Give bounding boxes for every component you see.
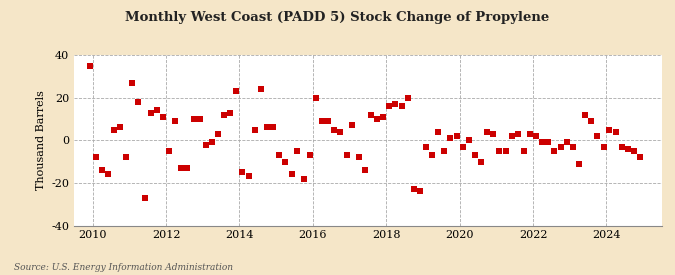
Point	[90, 155, 101, 160]
Point	[378, 115, 389, 119]
Point	[610, 130, 621, 134]
Point	[225, 110, 236, 115]
Point	[329, 127, 340, 132]
Point	[470, 153, 481, 157]
Point	[207, 140, 217, 145]
Point	[145, 110, 156, 115]
Point	[103, 172, 113, 177]
Point	[586, 119, 597, 123]
Point	[494, 149, 505, 153]
Point	[616, 144, 627, 149]
Point	[452, 134, 462, 138]
Point	[194, 117, 205, 121]
Point	[121, 155, 132, 160]
Point	[543, 140, 554, 145]
Point	[341, 153, 352, 157]
Text: Monthly West Coast (PADD 5) Stock Change of Propylene: Monthly West Coast (PADD 5) Stock Change…	[126, 11, 549, 24]
Point	[219, 112, 230, 117]
Point	[396, 104, 407, 108]
Point	[298, 177, 309, 181]
Point	[243, 174, 254, 179]
Point	[213, 132, 223, 136]
Point	[421, 144, 431, 149]
Point	[84, 64, 95, 68]
Point	[414, 189, 425, 194]
Point	[567, 144, 578, 149]
Point	[408, 187, 419, 191]
Point	[261, 125, 272, 130]
Point	[97, 168, 107, 172]
Point	[163, 149, 174, 153]
Point	[562, 140, 572, 145]
Point	[139, 196, 150, 200]
Point	[255, 87, 266, 91]
Point	[317, 119, 327, 123]
Point	[518, 149, 529, 153]
Point	[604, 127, 615, 132]
Point	[237, 170, 248, 174]
Point	[475, 160, 486, 164]
Point	[598, 144, 609, 149]
Point	[360, 168, 371, 172]
Point	[488, 132, 499, 136]
Point	[555, 144, 566, 149]
Point	[390, 102, 401, 106]
Point	[127, 81, 138, 85]
Point	[482, 130, 493, 134]
Point	[464, 138, 475, 142]
Point	[531, 134, 541, 138]
Point	[304, 153, 315, 157]
Point	[176, 166, 187, 170]
Point	[537, 140, 547, 145]
Y-axis label: Thousand Barrels: Thousand Barrels	[36, 90, 46, 190]
Point	[323, 119, 333, 123]
Point	[133, 100, 144, 104]
Point	[592, 134, 603, 138]
Point	[170, 119, 181, 123]
Point	[231, 89, 242, 94]
Point	[506, 134, 517, 138]
Point	[634, 155, 645, 160]
Point	[310, 95, 321, 100]
Point	[580, 112, 591, 117]
Point	[182, 166, 192, 170]
Point	[280, 160, 291, 164]
Point	[347, 123, 358, 128]
Point	[512, 132, 523, 136]
Point	[445, 136, 456, 140]
Point	[365, 112, 376, 117]
Text: Source: U.S. Energy Information Administration: Source: U.S. Energy Information Administ…	[14, 263, 232, 272]
Point	[549, 149, 560, 153]
Point	[622, 147, 633, 151]
Point	[439, 149, 450, 153]
Point	[115, 125, 126, 130]
Point	[384, 104, 395, 108]
Point	[273, 153, 284, 157]
Point	[268, 125, 279, 130]
Point	[188, 117, 199, 121]
Point	[353, 155, 364, 160]
Point	[109, 127, 119, 132]
Point	[335, 130, 346, 134]
Point	[457, 144, 468, 149]
Point	[524, 132, 535, 136]
Point	[402, 95, 413, 100]
Point	[200, 142, 211, 147]
Point	[628, 149, 639, 153]
Point	[427, 153, 437, 157]
Point	[292, 149, 303, 153]
Point	[372, 117, 383, 121]
Point	[250, 127, 261, 132]
Point	[433, 130, 443, 134]
Point	[151, 108, 162, 113]
Point	[158, 115, 169, 119]
Point	[500, 149, 511, 153]
Point	[286, 172, 297, 177]
Point	[574, 161, 585, 166]
